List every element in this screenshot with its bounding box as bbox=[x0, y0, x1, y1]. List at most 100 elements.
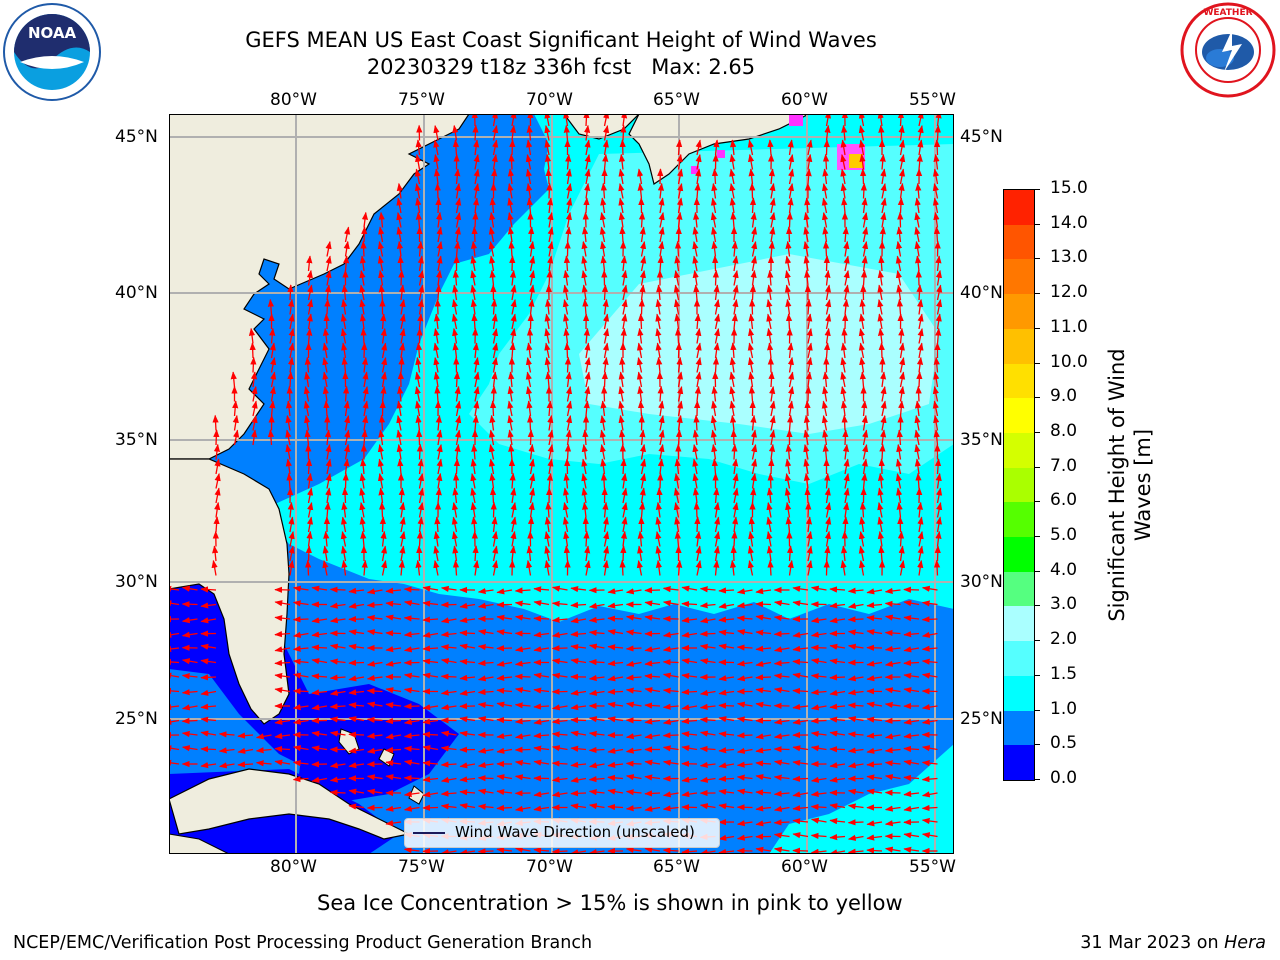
wind-wave-arrow bbox=[528, 298, 535, 315]
footer-credit: NCEP/EMC/Verification Post Processing Pr… bbox=[13, 933, 593, 953]
wind-wave-arrow bbox=[785, 240, 792, 257]
wind-wave-arrow bbox=[491, 153, 498, 170]
wind-wave-arrow bbox=[914, 226, 921, 243]
wind-wave-arrow bbox=[473, 400, 480, 417]
wind-wave-arrow bbox=[547, 241, 554, 257]
wind-wave-arrow bbox=[784, 255, 792, 272]
wind-wave-arrow bbox=[694, 182, 701, 199]
wind-wave-arrow bbox=[322, 327, 330, 344]
wind-wave-arrow bbox=[788, 168, 795, 185]
wind-wave-arrow bbox=[644, 587, 661, 594]
wind-wave-arrow bbox=[787, 197, 794, 214]
colorbar-tick-label: 0.5 bbox=[1050, 733, 1078, 754]
lon-label-bottom: 70°W bbox=[526, 857, 573, 877]
wind-wave-arrow bbox=[806, 342, 813, 359]
colorbar-segment bbox=[1004, 398, 1034, 433]
wind-wave-arrow bbox=[655, 342, 662, 359]
wind-wave-arrow bbox=[470, 240, 478, 257]
wind-wave-arrow bbox=[692, 241, 699, 257]
wind-wave-arrow bbox=[325, 473, 332, 489]
wind-wave-arrow bbox=[878, 124, 885, 141]
wind-wave-arrow bbox=[566, 197, 573, 214]
wind-wave-arrow bbox=[453, 371, 461, 388]
wind-wave-arrow bbox=[879, 153, 886, 170]
wind-wave-arrow bbox=[767, 472, 774, 489]
colorbar-segment bbox=[1004, 432, 1034, 468]
wind-wave-arrow bbox=[750, 211, 757, 228]
colorbar-tick-label: 6.0 bbox=[1050, 490, 1078, 511]
wind-wave-arrow bbox=[509, 269, 517, 286]
wind-wave-arrow bbox=[566, 400, 573, 417]
wind-wave-arrow bbox=[398, 269, 405, 286]
wind-wave-arrow bbox=[362, 371, 369, 388]
wind-wave-arrow bbox=[747, 327, 755, 344]
wind-wave-arrow bbox=[921, 616, 938, 623]
wind-wave-arrow bbox=[644, 702, 661, 709]
wind-wave-arrow bbox=[843, 284, 850, 301]
wind-wave-arrow bbox=[878, 458, 885, 475]
wind-wave-arrow bbox=[359, 472, 366, 489]
wind-wave-arrow bbox=[343, 240, 350, 257]
wind-wave-arrow bbox=[322, 385, 329, 402]
wind-wave-arrow bbox=[695, 154, 702, 170]
wind-wave-arrow bbox=[658, 400, 665, 417]
wind-wave-arrow bbox=[674, 458, 681, 475]
wind-wave-arrow bbox=[619, 356, 626, 373]
wind-wave-arrow bbox=[805, 501, 812, 518]
wind-wave-arrow bbox=[526, 124, 533, 141]
wind-wave-arrow bbox=[766, 284, 773, 301]
wind-wave-arrow bbox=[621, 299, 628, 315]
colorbar-segment bbox=[1004, 259, 1034, 295]
wind-wave-arrow bbox=[693, 501, 700, 518]
wind-wave-arrow bbox=[434, 182, 441, 199]
colorbar-tick-label: 10.0 bbox=[1050, 351, 1088, 372]
wind-wave-arrow bbox=[545, 371, 552, 388]
wind-wave-arrow bbox=[584, 385, 591, 402]
wind-wave-arrow bbox=[288, 342, 295, 359]
wind-wave-arrow bbox=[602, 342, 610, 359]
wind-wave-arrow bbox=[366, 804, 383, 811]
wind-wave-arrow bbox=[323, 313, 330, 330]
wind-wave-arrow bbox=[692, 473, 699, 489]
wind-wave-arrow bbox=[692, 255, 699, 272]
wind-wave-arrow bbox=[435, 487, 442, 504]
wind-wave-arrow bbox=[607, 803, 624, 811]
wind-wave-arrow bbox=[932, 197, 940, 214]
wind-wave-arrow bbox=[565, 386, 573, 402]
wind-wave-arrow bbox=[477, 775, 494, 782]
wind-wave-arrow bbox=[452, 327, 459, 344]
wind-wave-arrow bbox=[433, 357, 440, 373]
wind-wave-arrow bbox=[359, 299, 366, 315]
wind-wave-arrow bbox=[551, 848, 568, 854]
wind-wave-arrow bbox=[750, 414, 757, 431]
wind-wave-arrow bbox=[377, 255, 384, 272]
wind-wave-arrow bbox=[640, 255, 647, 272]
wind-wave-arrow bbox=[489, 487, 497, 504]
wind-wave-arrow bbox=[932, 400, 939, 417]
wind-wave-arrow bbox=[618, 168, 625, 185]
wind-wave-arrow bbox=[767, 559, 774, 576]
wind-wave-arrow bbox=[380, 371, 387, 388]
wind-wave-arrow bbox=[416, 545, 423, 562]
wind-wave-arrow bbox=[860, 168, 867, 185]
wind-wave-arrow bbox=[528, 487, 536, 504]
wind-wave-arrow bbox=[454, 240, 461, 257]
wind-wave-arrow bbox=[620, 458, 627, 475]
lon-label-top: 80°W bbox=[270, 90, 317, 110]
wind-wave-arrow bbox=[397, 255, 404, 272]
wind-wave-arrow bbox=[695, 371, 702, 388]
wind-wave-arrow bbox=[584, 154, 591, 170]
wind-wave-arrow bbox=[748, 385, 756, 402]
wind-wave-arrow bbox=[785, 458, 792, 475]
wind-wave-arrow bbox=[692, 269, 699, 286]
wind-wave-arrow bbox=[274, 659, 291, 667]
wind-wave-arrow bbox=[563, 327, 570, 344]
wind-wave-arrow bbox=[361, 211, 369, 228]
wind-wave-arrow bbox=[899, 357, 906, 373]
wind-wave-arrow bbox=[508, 371, 515, 388]
wind-wave-arrow bbox=[507, 183, 514, 199]
wind-wave-arrow bbox=[621, 284, 628, 301]
wind-wave-arrow bbox=[415, 153, 422, 170]
wind-wave-arrow bbox=[436, 429, 443, 446]
wind-wave-arrow bbox=[841, 327, 848, 344]
